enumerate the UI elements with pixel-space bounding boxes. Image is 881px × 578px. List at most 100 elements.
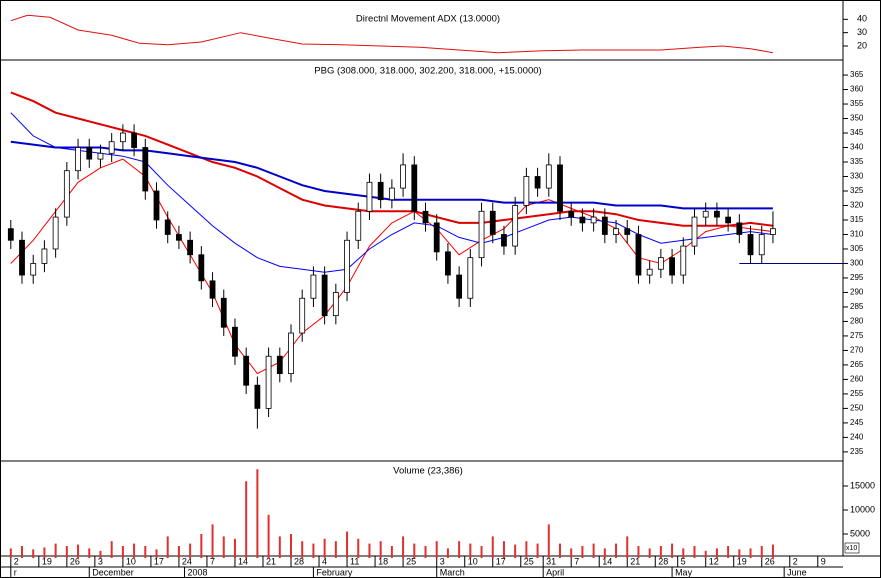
multiplier: x10 (846, 545, 857, 552)
volume-bar (110, 541, 113, 558)
candle-body (400, 164, 406, 189)
y-tick-label: 265 (850, 360, 864, 369)
volume-bar (211, 524, 214, 558)
panel-title: Directnl Movement ADX (13.0000) (356, 14, 500, 25)
volume-bar (771, 544, 774, 558)
y-tick-label: 320 (850, 201, 864, 210)
x-tick-label: 12 (709, 556, 719, 566)
candle-body (321, 274, 328, 317)
x-tick-label: 10 (468, 556, 478, 566)
y-tick-label: 365 (850, 70, 864, 79)
x-tick-label: 3 (440, 556, 445, 566)
volume-bar (267, 514, 270, 558)
volume-bar (648, 548, 651, 558)
volume-bar (502, 541, 505, 558)
volume-bar (570, 548, 573, 558)
candle-body (758, 234, 765, 256)
x-tick-label: 10 (126, 556, 136, 566)
y-tick-label: 40 (857, 14, 867, 24)
volume-bar (469, 543, 472, 558)
y-tick-label: 315 (850, 215, 864, 224)
volume-bar (727, 546, 730, 558)
x-tick-label: 24 (182, 556, 192, 566)
candle-body (545, 164, 552, 189)
volume-bar (749, 548, 752, 558)
x-tick-label: 14 (238, 556, 248, 566)
y-tick-label: 310 (850, 230, 864, 239)
x-tick-label: 7 (210, 556, 215, 566)
candle-body (97, 152, 104, 160)
candle-body (243, 355, 250, 386)
volume-bar (558, 543, 561, 558)
candle-body (164, 219, 171, 235)
volume-bar (615, 543, 618, 558)
x-tick-label: 28 (294, 556, 304, 566)
candle-body (590, 216, 597, 224)
volume-bar (390, 546, 393, 558)
x-tick-label: 25 (524, 556, 534, 566)
candle-body (501, 234, 507, 247)
candle-body (75, 147, 81, 172)
candle-body (131, 132, 137, 148)
y-tick-label: 340 (850, 143, 864, 152)
volume-bar (435, 541, 438, 558)
y-tick-label: 350 (850, 114, 864, 123)
candle-body (747, 234, 754, 256)
x-tick-label: 19 (737, 556, 747, 566)
candle-body (736, 222, 743, 235)
volume-bar (334, 541, 337, 558)
volume-bar (301, 541, 304, 558)
y-tick-label: 355 (850, 99, 864, 108)
y-tick-label: 260 (850, 375, 864, 384)
candle-body (276, 355, 283, 375)
candle-body (332, 292, 339, 317)
candle-body (377, 181, 384, 201)
candle-body (19, 239, 25, 276)
candle-body (691, 216, 698, 247)
volume-bar (581, 546, 584, 558)
y-tick-label: 255 (850, 389, 864, 398)
candle-body (119, 132, 126, 143)
x-tick-label: 21 (630, 556, 640, 566)
series-line (10, 14, 773, 54)
volume-bar (290, 534, 293, 558)
candle-body (534, 176, 541, 189)
y-tick-label: 245 (850, 418, 864, 427)
volume-bar (659, 546, 662, 558)
volume-bar (312, 543, 315, 558)
x-tick-label: 18 (378, 556, 388, 566)
x-tick-label: 31 (546, 556, 556, 566)
candle-body (523, 176, 530, 206)
volume-bar (368, 543, 371, 558)
y-tick-label: 345 (850, 128, 864, 137)
volume-bar (77, 544, 80, 558)
series-line (10, 158, 773, 375)
x-tick-label: 2 (14, 556, 19, 566)
y-tick-label: 235 (850, 447, 864, 456)
candle-body (422, 210, 429, 224)
y-tick-label: 360 (850, 85, 864, 94)
y-tick-label: 30 (857, 27, 867, 37)
volume-bar (233, 538, 236, 558)
volume-bar (693, 546, 696, 558)
x-tick-label: 21 (266, 556, 276, 566)
candle-body (445, 251, 451, 276)
candle-body (52, 216, 59, 250)
y-tick-label: 305 (850, 244, 864, 253)
y-tick-label: 325 (850, 186, 864, 195)
x-tick-label: 5 (681, 556, 686, 566)
month-label: r (14, 567, 17, 577)
volume-bar (256, 469, 259, 558)
candle-body (657, 257, 664, 270)
volume-bar (200, 534, 203, 558)
volume-bar (424, 546, 427, 558)
candle-body (30, 263, 37, 276)
candle-body (388, 187, 395, 201)
volume-bar (21, 546, 24, 558)
volume-bar (323, 538, 326, 558)
candle-body (108, 141, 115, 154)
series-line (10, 112, 773, 273)
candle-body (770, 228, 776, 235)
